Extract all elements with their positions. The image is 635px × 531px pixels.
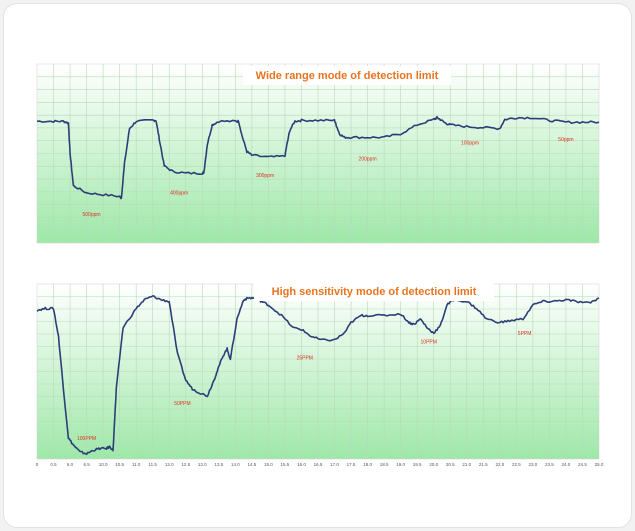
annotation-label: 500ppm	[83, 212, 101, 218]
annotations-2: 100PPM 50PPM 25PPM 10PPM 5PPM	[77, 331, 531, 442]
series-line-1	[36, 115, 600, 200]
x-tick-label: 19.5	[413, 462, 422, 467]
grid-2	[37, 284, 599, 459]
x-tick-label: 23.5	[545, 462, 554, 467]
x-tick-label: 14.0	[231, 462, 240, 467]
x-tick-label: 10.0	[99, 462, 108, 467]
x-tick-label: 12.0	[165, 462, 174, 467]
x-tick-label: 23.0	[528, 462, 537, 467]
x-tick-label: 13.0	[198, 462, 207, 467]
annotation-label: 100ppm	[461, 141, 479, 147]
x-tick-label: 24.0	[562, 462, 571, 467]
x-tick-label: 12.5	[181, 462, 190, 467]
annotation-label: 300ppm	[256, 173, 274, 179]
annotation-label: 50PPM	[174, 401, 190, 407]
x-tick-label: 22.0	[495, 462, 504, 467]
annotation-label: 200ppm	[359, 157, 377, 163]
title-box-1	[243, 66, 451, 85]
x-tick-label: 22.5	[512, 462, 521, 467]
annotation-label: 100PPM	[77, 436, 96, 442]
annotations-1: 500ppm 400ppm 300ppm 200ppm 100ppm 50ppm	[83, 137, 574, 218]
chart-wide-range: 500ppm 400ppm 300ppm 200ppm 100ppm 50ppm Wide…	[36, 63, 600, 244]
annotation-label: 50ppm	[558, 137, 573, 143]
x-tick-label: 25.0	[595, 462, 604, 467]
x-tick-label: 24.5	[578, 462, 587, 467]
x-tick-label: 17.0	[330, 462, 339, 467]
chart-high-sensitivity: 100PPM 50PPM 25PPM 10PPM 5PPM High sensitivi…	[36, 282, 604, 467]
x-tick-label: 17.5	[347, 462, 356, 467]
x-tick-label: 16.5	[314, 462, 323, 467]
x-tick-labels-2: 0 0.5 6.0 6.5 10.0 10.5 11.0 11.5 12.0 12.5 13.0 13…	[36, 462, 604, 467]
title-box-2	[254, 282, 494, 301]
annotation-label: 25PPM	[297, 355, 313, 361]
x-tick-label: 20.0	[429, 462, 438, 467]
annotation-label: 5PPM	[518, 331, 532, 337]
x-tick-label: 18.0	[363, 462, 372, 467]
grid-1	[37, 64, 599, 243]
x-tick-label: 15.0	[264, 462, 273, 467]
x-tick-label: 6.5	[83, 462, 90, 467]
x-tick-label: 21.5	[479, 462, 488, 467]
annotation-label: 10PPM	[421, 340, 437, 346]
x-tick-label: 18.5	[380, 462, 389, 467]
x-tick-label: 14.5	[247, 462, 256, 467]
x-tick-label: 15.5	[281, 462, 290, 467]
x-tick-label: 10.5	[115, 462, 124, 467]
x-tick-label: 11.0	[132, 462, 141, 467]
annotation-label: 400ppm	[170, 191, 188, 197]
x-tick-label: 21.0	[462, 462, 471, 467]
x-tick-label: 0	[36, 462, 39, 467]
x-tick-label: 0.5	[50, 462, 57, 467]
x-tick-label: 20.5	[446, 462, 455, 467]
chart-title-1: Wide range mode of detection limit	[256, 70, 439, 82]
x-tick-label: 16.0	[297, 462, 306, 467]
x-tick-label: 11.5	[148, 462, 157, 467]
x-tick-label: 6.0	[67, 462, 74, 467]
chart-title-2: High sensitivity mode of detection limit	[272, 286, 477, 298]
x-tick-label: 19.0	[396, 462, 405, 467]
x-tick-label: 13.5	[214, 462, 223, 467]
